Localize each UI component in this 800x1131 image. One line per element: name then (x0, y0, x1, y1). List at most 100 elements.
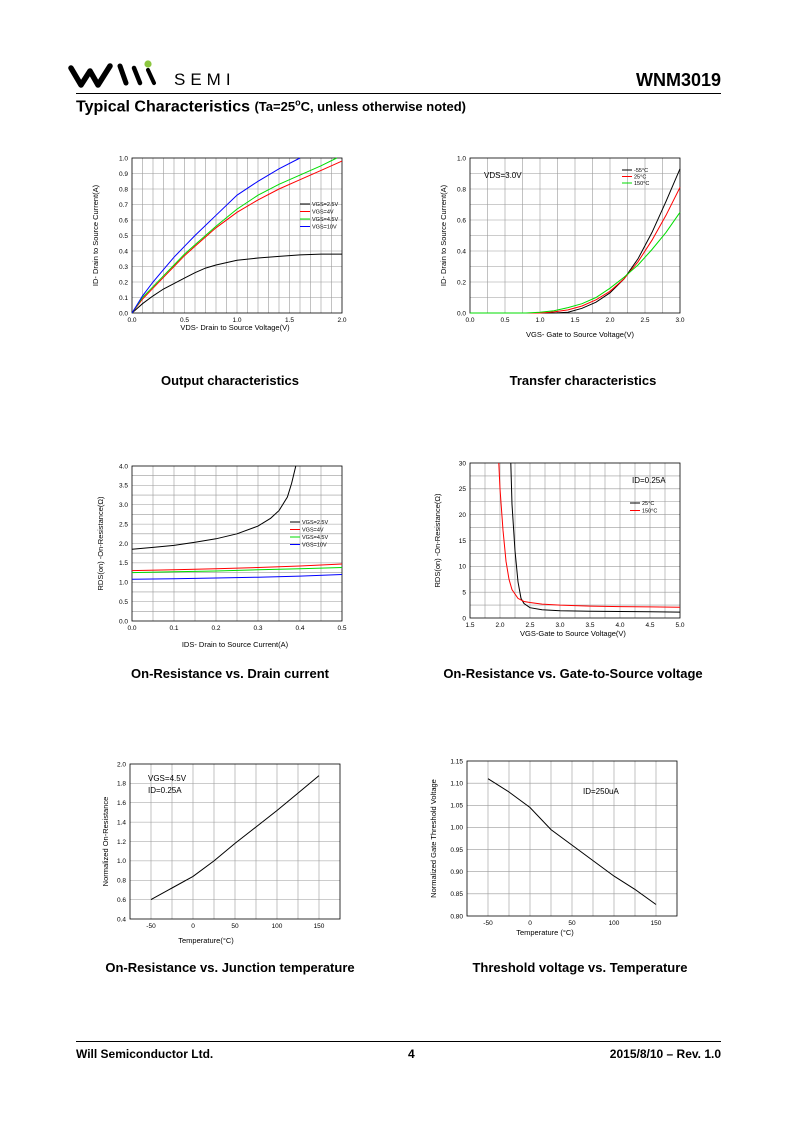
section-condition: (Ta=25oC, unless otherwise noted) (254, 98, 466, 115)
x-tick-label: 2.0 (605, 317, 614, 324)
grid (132, 466, 342, 621)
legend-label: -55°C (634, 168, 648, 174)
section-title-text: Typical Characteristics (76, 98, 251, 116)
x-tick-label: 1.5 (570, 317, 579, 324)
y-tick-label: 1.15 (450, 758, 463, 765)
y-tick-label: 0.6 (117, 897, 126, 904)
x-tick-label: 2.0 (495, 622, 504, 629)
series-line-0 (487, 778, 657, 905)
x-tick-label: 3.0 (555, 622, 564, 629)
series-line-3 (131, 157, 301, 314)
document-id: WNM3019 (635, 70, 721, 90)
x-tick-label: 0.0 (127, 317, 136, 324)
y-tick-label: 0.4 (117, 916, 126, 923)
legend-label: VGS=10V (312, 225, 337, 231)
x-tick-label: 1.5 (285, 317, 294, 324)
x-tick-label: 0 (191, 923, 195, 930)
y-tick-label: 0.3 (119, 264, 128, 271)
y-tick-label: 1.0 (119, 580, 128, 587)
legend-label: 25°C (642, 501, 654, 507)
x-tick-label: 0 (528, 920, 532, 927)
legend-label: 150°C (642, 509, 657, 515)
x-tick-label: 1.0 (535, 317, 544, 324)
series-line-0 (131, 253, 342, 314)
vth-temp-chart-caption: Threshold voltage vs. Temperature (472, 960, 688, 975)
series-line-0 (510, 462, 681, 613)
transfer-characteristics-chart: 0.0 0.5 1.0 1.5 2.0 2.5 3.0 0.0 0.2 0.4 0.6 0.8 1.0 V… (430, 150, 720, 345)
series-line-2 (131, 157, 338, 314)
x-axis-label: Temperature (°C) (516, 928, 574, 937)
y-tick-label: 1.0 (457, 155, 466, 162)
legend: 25°C 150°C (630, 501, 657, 515)
series-line-3 (131, 574, 343, 580)
y-tick-label: 0.8 (117, 878, 126, 885)
output-chart-caption: Output characteristics (161, 373, 299, 388)
y-tick-label: 0.0 (119, 310, 128, 317)
legend-label: VGS=2.5V (312, 202, 338, 208)
chart-annotation: VGS=4.5V (148, 774, 187, 783)
plot-frame (131, 465, 343, 622)
y-axis-label: RDS(on) -On-Resistance(Ω) (433, 493, 442, 587)
x-tick-label: 100 (272, 923, 283, 930)
y-tick-label: 1.00 (450, 825, 463, 832)
y-tick-label: 0.9 (119, 171, 128, 178)
y-tick-label: 1.10 (450, 780, 463, 787)
x-tick-label: 150 (314, 923, 325, 930)
on-resistance-vs-vgs-chart: 1.5 2.0 2.5 3.0 3.5 4.0 4.5 5.0 0 5 10 15 20 25 30 VGS-… (428, 455, 718, 650)
y-tick-label: 0.95 (450, 847, 463, 854)
x-axis-label: VGS- Gate to Source Voltage(V) (526, 330, 634, 339)
section-title: Typical Characteristics (Ta=25oC, unless… (76, 98, 466, 116)
y-tick-label: 15 (459, 538, 467, 545)
chart-annotation: ID=0.25A (148, 786, 182, 795)
ron-vgs-chart-caption: On-Resistance vs. Gate-to-Source voltage (443, 666, 703, 681)
series-line-0 (150, 775, 320, 901)
x-tick-label: -50 (146, 923, 156, 930)
plot-frame (131, 157, 343, 314)
ron-id-chart-caption: On-Resistance vs. Drain current (131, 666, 329, 681)
x-tick-label: 0.0 (465, 317, 474, 324)
x-tick-label: 0.3 (253, 625, 262, 632)
y-tick-label: 0.8 (119, 186, 128, 193)
y-tick-label: 0.6 (457, 217, 466, 224)
x-tick-label: 150 (651, 920, 662, 927)
output-characteristics-chart: 0.0 0.5 1.0 1.5 2.0 0.0 0.1 0.2 0.3 0.4 0.5 0.6 0.7 0… (80, 150, 370, 345)
x-tick-label: 0.0 (127, 625, 136, 632)
y-tick-label: 2.0 (117, 761, 126, 768)
on-resistance-vs-drain-current-chart: 0.0 0.1 0.2 0.3 0.4 0.5 0.0 0.5 1.0 1.5 2.0 2.5 3.0 3… (80, 458, 370, 656)
plot-frame (129, 763, 341, 920)
y-tick-label: 2.5 (119, 521, 128, 528)
y-tick-label: 0.1 (119, 295, 128, 302)
grid (467, 761, 677, 916)
y-axis-label: ID- Drain to Source Current(A) (439, 184, 448, 286)
y-tick-label: 0.2 (457, 279, 466, 286)
grid (130, 764, 340, 919)
series-line-2 (131, 567, 343, 574)
y-tick-label: 10 (459, 564, 467, 571)
y-tick-label: 0.2 (119, 279, 128, 286)
x-tick-label: 0.2 (211, 625, 220, 632)
y-tick-label: 0.90 (450, 869, 463, 876)
x-tick-label: 0.1 (169, 625, 178, 632)
x-tick-label: -50 (483, 920, 493, 927)
y-axis-label: ID- Drain to Source Current(A) (91, 184, 100, 286)
y-tick-label: 2.0 (119, 541, 128, 548)
y-tick-label: 30 (459, 460, 467, 467)
plot-frame (469, 462, 681, 619)
x-tick-label: 2.5 (640, 317, 649, 324)
y-tick-label: 1.4 (117, 819, 126, 826)
x-tick-label: 0.5 (500, 317, 509, 324)
x-tick-label: 100 (609, 920, 620, 927)
chart-annotation: VDS=3.0V (484, 171, 522, 180)
y-tick-label: 1.0 (119, 155, 128, 162)
x-tick-label: 1.0 (232, 317, 241, 324)
y-tick-label: 0.0 (457, 310, 466, 317)
legend-label: VGS=2.5V (302, 520, 328, 526)
x-tick-label: 0.4 (295, 625, 304, 632)
footer-company: Will Semiconductor Ltd. (76, 1047, 214, 1061)
y-tick-label: 0.4 (457, 248, 466, 255)
y-tick-label: 0.5 (119, 233, 128, 240)
footer-rule (76, 1041, 721, 1042)
plot-frame (466, 760, 678, 917)
series-line-1 (131, 160, 343, 314)
